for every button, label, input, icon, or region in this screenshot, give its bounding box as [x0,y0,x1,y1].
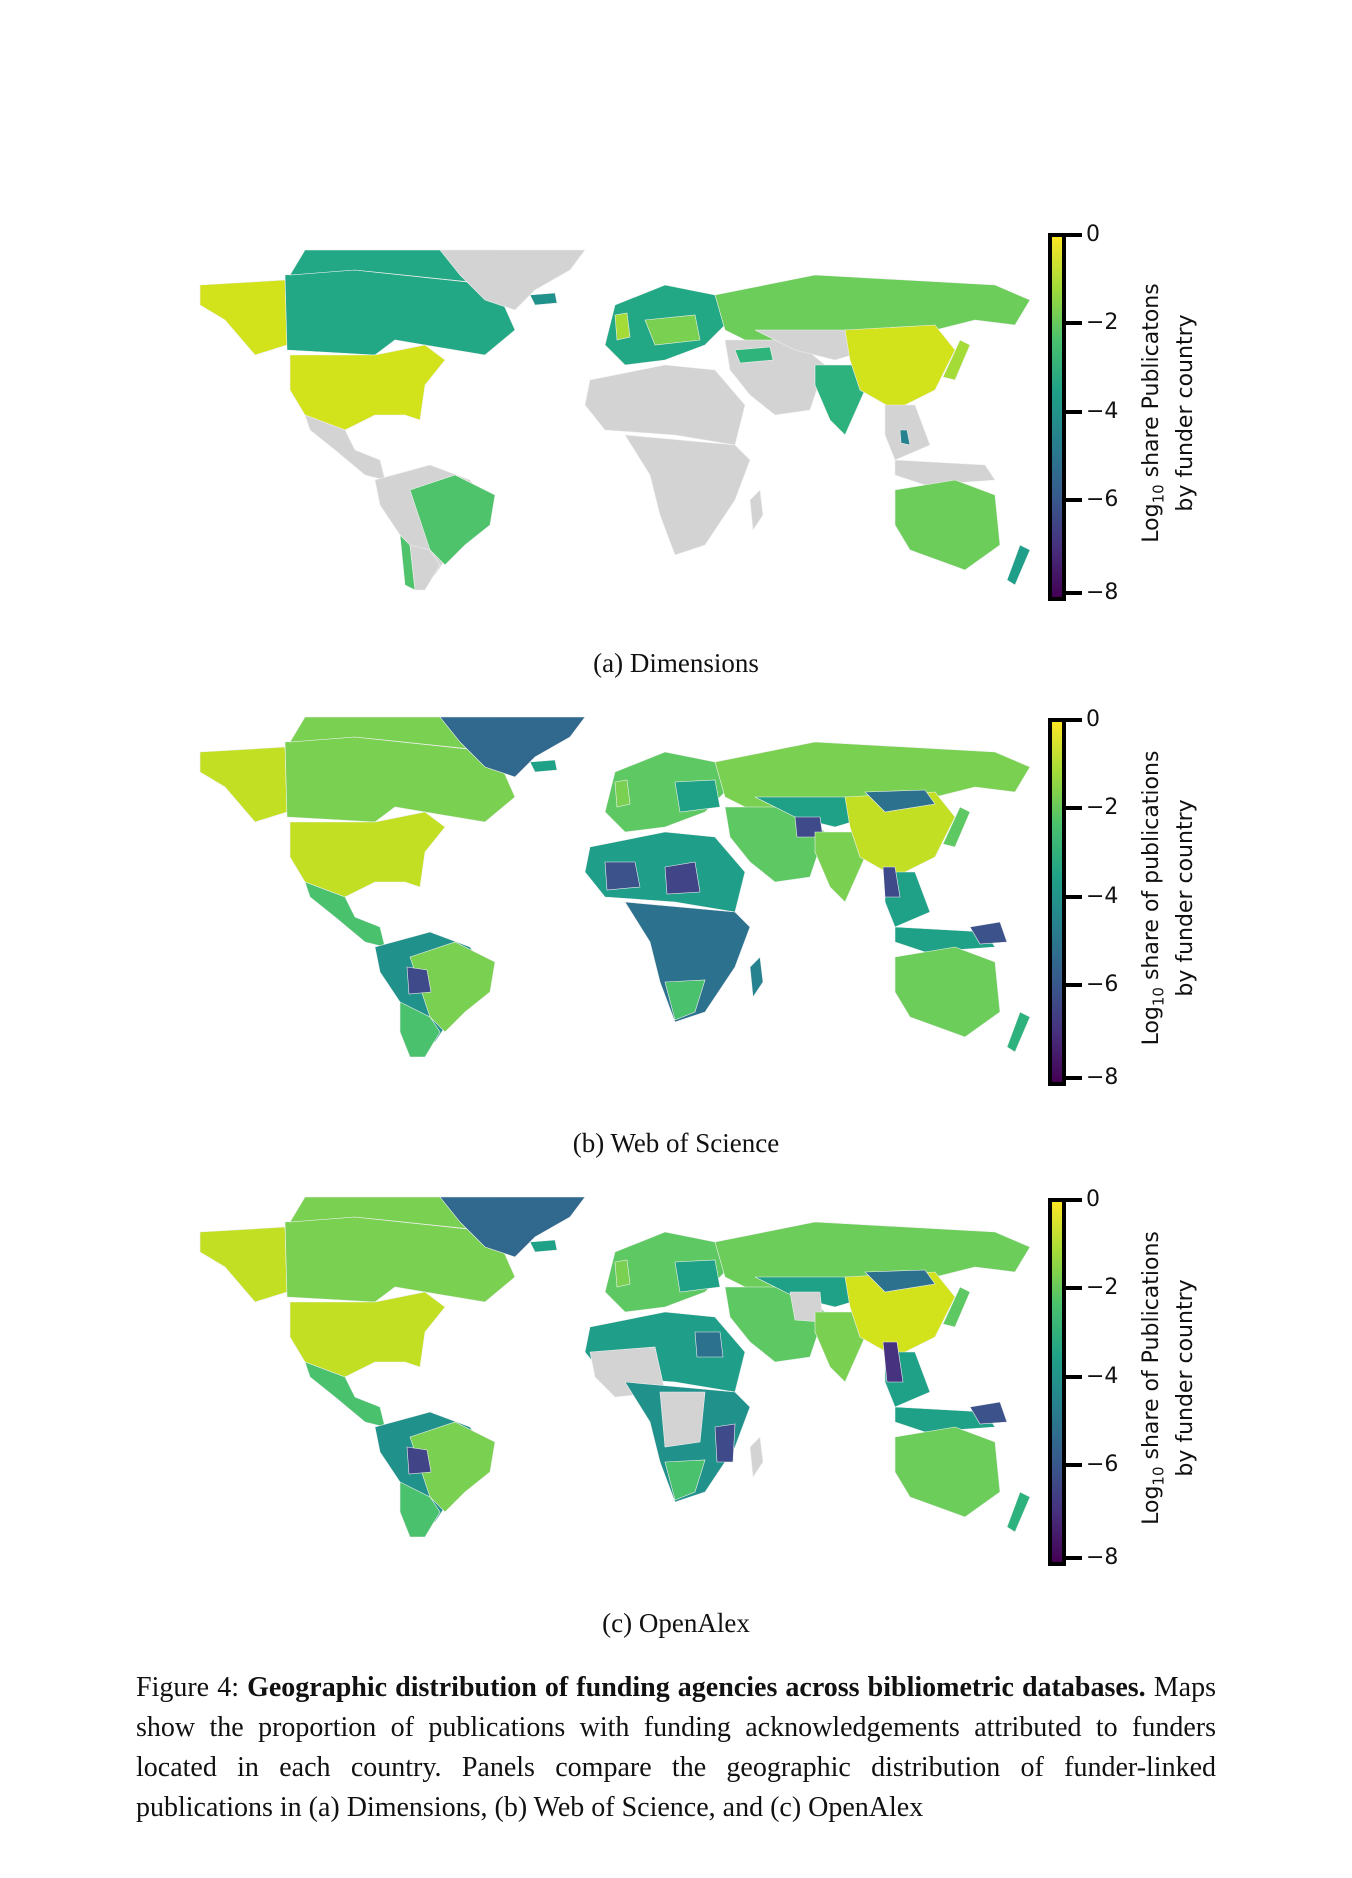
world-map-web-of-science [195,712,1035,1062]
tick-mark [1062,410,1082,414]
tick-mark [1062,498,1082,502]
tick-mark [1062,591,1082,595]
tick-label: −4 [1086,884,1119,909]
tick-mark [1062,1556,1082,1560]
tick-label: −4 [1086,399,1119,424]
tick-label: −8 [1086,580,1119,605]
choropleth-map-c [199,1196,1031,1538]
world-map-dimensions [195,245,1035,595]
colorbar-c: 0 −2 −4 −6 −8 Log10 share of Publication… [1040,1189,1200,1570]
tick-label: −6 [1086,972,1119,997]
tick-label: −6 [1086,1452,1119,1477]
tick-mark [1062,983,1082,987]
colorbar-title: Log10 share of publications by funder co… [1139,750,1199,1046]
subcaption-a: (a) Dimensions [593,648,759,678]
choropleth-map-b [199,716,1031,1058]
tick-mark [1062,806,1082,810]
tick-mark [1062,1286,1082,1290]
tick-label: −2 [1086,1275,1119,1300]
tick-mark [1062,895,1082,899]
figure-label: Figure 4: [136,1672,239,1703]
colorbar-title: Log10 share of Publications by funder co… [1139,1231,1199,1525]
tick-label: 0 [1086,707,1100,732]
subcaption-b: (b) Web of Science [572,1128,780,1158]
tick-label: 0 [1086,1187,1100,1212]
figure-description: Maps show the proportion of publications… [136,1672,1217,1823]
tick-mark [1062,1076,1082,1080]
figure-title: Geographic distribution of funding agenc… [247,1672,1139,1703]
tick-mark [1062,1463,1082,1467]
tick-label: −8 [1086,1065,1119,1090]
figure-caption: Figure 4: Geographic distribution of fun… [136,1672,1217,1823]
tick-label: −4 [1086,1364,1119,1389]
viridis-gradient-bar [1048,1198,1066,1566]
choropleth-map-a [199,249,1031,591]
tick-label: −8 [1086,1545,1119,1570]
tick-mark [1062,1375,1082,1379]
subcaption-c: (c) OpenAlex [602,1608,750,1638]
tick-label: −6 [1086,487,1119,512]
tick-mark [1062,233,1082,237]
tick-mark [1062,1198,1082,1202]
tick-label: 0 [1086,222,1100,247]
viridis-gradient-bar [1048,718,1066,1086]
viridis-gradient-bar [1048,233,1066,601]
colorbar-a: 0 −2 −4 −6 −8 Log10 share Publicatons by… [1040,224,1200,605]
tick-mark [1062,321,1082,325]
tick-label: −2 [1086,310,1119,335]
colorbar-title: Log10 share Publicatons by funder countr… [1139,283,1199,543]
colorbar-b: 0 −2 −4 −6 −8 Log10 share of publication… [1040,709,1200,1090]
tick-label: −2 [1086,795,1119,820]
world-map-openalex [195,1192,1035,1542]
tick-mark [1062,718,1082,722]
